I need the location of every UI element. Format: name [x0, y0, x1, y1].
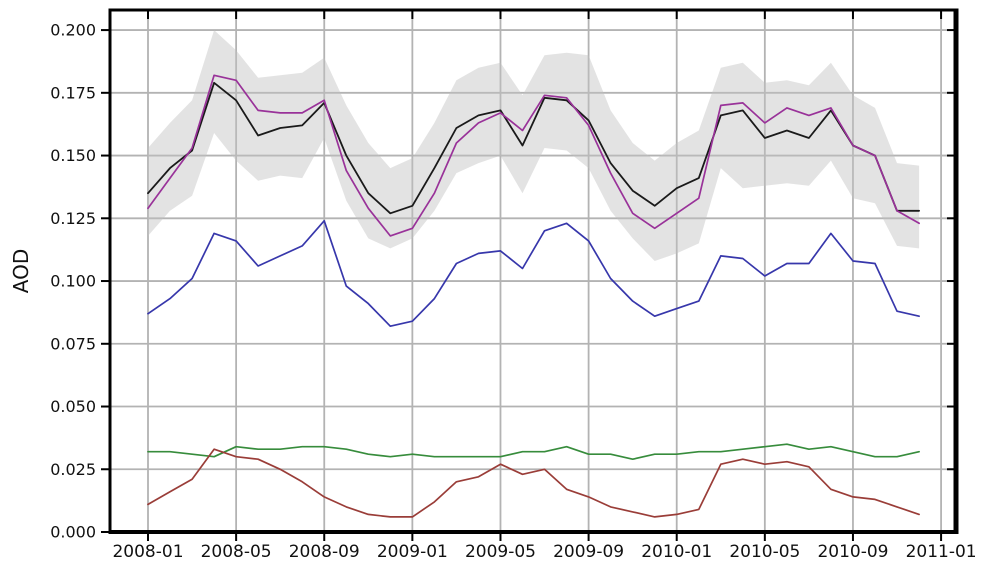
axes-spines	[108, 8, 959, 534]
x-tick-label: 2008-09	[289, 542, 360, 562]
x-tick-label: 2008-05	[201, 542, 272, 562]
blue-line	[147, 219, 920, 328]
x-tick-label: 2009-05	[465, 542, 536, 562]
x-tick-label: 2011-01	[906, 542, 977, 562]
x-tick-label: 2009-01	[377, 542, 448, 562]
y-tick-label: 0.175	[50, 83, 96, 102]
dark-red-line	[147, 448, 920, 518]
y-axis-label: AOD	[9, 249, 33, 293]
tick-marks	[101, 10, 956, 541]
uncertainty-band	[148, 30, 920, 261]
y-tick-label: 0.025	[50, 460, 96, 479]
x-tick-label: 2010-05	[729, 542, 800, 562]
gridlines	[110, 10, 956, 532]
x-tick-label: 2009-09	[553, 542, 624, 562]
black-line	[147, 81, 920, 215]
tick-labels: 0.000 0.025 0.050 0.075 0.100 0.125 0.150 0.175…	[50, 21, 976, 562]
y-tick-label: 0.100	[50, 272, 96, 291]
x-tick-label: 2010-01	[641, 542, 712, 562]
data-series-layer	[147, 74, 920, 518]
y-tick-label: 0.200	[50, 21, 96, 40]
green-line	[147, 443, 920, 461]
purple-line	[147, 74, 920, 237]
uncertainty-band-layer	[148, 30, 920, 261]
y-tick-label: 0.050	[50, 397, 96, 416]
x-tick-label: 2008-01	[112, 542, 183, 562]
y-tick-label: 0.125	[50, 209, 96, 228]
x-tick-label: 2010-09	[817, 542, 888, 562]
y-tick-label: 0.150	[50, 146, 96, 165]
y-tick-label: 0.075	[50, 334, 96, 353]
y-tick-label: 0.000	[50, 523, 96, 542]
